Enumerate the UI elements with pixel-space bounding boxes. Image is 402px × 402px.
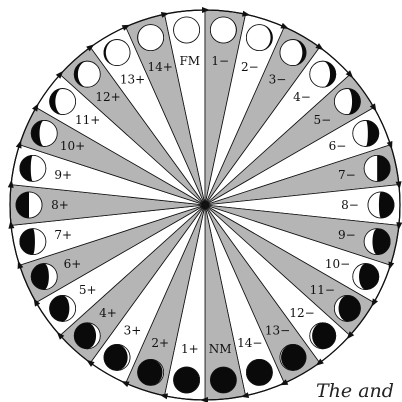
moon-icon <box>352 263 380 290</box>
phase-label: 12− <box>289 306 314 320</box>
moon-icon <box>333 88 361 115</box>
phase-label: 14+ <box>148 60 173 74</box>
moon-icon <box>173 366 201 394</box>
moon-icon <box>103 344 131 371</box>
moon-icon <box>279 39 307 66</box>
moon-icon <box>173 16 201 44</box>
outer-rim-stroke <box>9 9 401 401</box>
phase-label: 9+ <box>54 168 72 182</box>
moon-icon <box>352 120 380 147</box>
phase-label: 1− <box>211 54 229 68</box>
phase-label: 12+ <box>95 90 120 104</box>
moon-icon <box>49 88 77 115</box>
moon-icon <box>103 39 131 66</box>
phase-sectors <box>9 9 401 401</box>
moon-icon <box>363 228 391 255</box>
moon-icon <box>30 263 58 290</box>
moon-icon <box>73 60 101 88</box>
moon-icon <box>49 295 77 322</box>
moon-icon <box>245 24 273 52</box>
phase-label: 8− <box>341 198 359 212</box>
moon-icon <box>19 155 47 182</box>
phase-label: 13+ <box>120 72 145 86</box>
moon-icon <box>209 366 237 394</box>
phase-label: 3+ <box>124 324 142 338</box>
phase-label: 9− <box>338 228 356 242</box>
moon-phase-icons <box>15 16 395 394</box>
moon-icon <box>137 358 165 386</box>
phase-label: 8+ <box>51 198 69 212</box>
moon-icon <box>15 191 43 219</box>
phase-label: 10+ <box>60 139 85 153</box>
moon-icon <box>279 344 307 371</box>
phase-label: 7+ <box>54 228 72 242</box>
phase-label: 11− <box>310 283 335 297</box>
moon-icon <box>245 358 273 386</box>
phase-label: FM <box>179 54 200 68</box>
center-point <box>202 202 208 208</box>
moon-icon <box>367 191 395 219</box>
phase-label: 2+ <box>151 336 169 350</box>
moon-icon <box>137 24 165 52</box>
phase-label: 5+ <box>79 283 97 297</box>
phase-label: 2− <box>241 60 259 74</box>
moon-icon <box>209 16 237 44</box>
phase-label: 5− <box>313 113 331 127</box>
phase-label: 4− <box>293 90 311 104</box>
moon-icon <box>19 228 47 255</box>
moon-icon <box>30 120 58 147</box>
phase-label: NM <box>209 342 232 356</box>
moon-icon <box>309 60 337 88</box>
phase-label: 11+ <box>75 113 100 127</box>
phase-label: 10− <box>325 257 350 271</box>
phase-label: 13− <box>265 324 290 338</box>
caption-text: The and <box>316 380 394 402</box>
moon-icon <box>333 295 361 322</box>
phase-label: 6+ <box>64 257 82 271</box>
phase-label: 7− <box>338 168 356 182</box>
phase-label: 6− <box>329 139 347 153</box>
phase-label: 14− <box>237 336 262 350</box>
phase-label: 1+ <box>181 342 199 356</box>
phase-label: 3− <box>269 72 287 86</box>
moon-icon <box>363 155 391 182</box>
phase-labels: FM 1− 2− 3− 4−5− 6− 7− 8− 9− 10− 11− 12− 13−14− NM 1+ 2… <box>51 54 359 356</box>
moon-icon <box>309 322 337 350</box>
moon-icon <box>73 322 101 350</box>
phase-label: 4+ <box>99 306 117 320</box>
